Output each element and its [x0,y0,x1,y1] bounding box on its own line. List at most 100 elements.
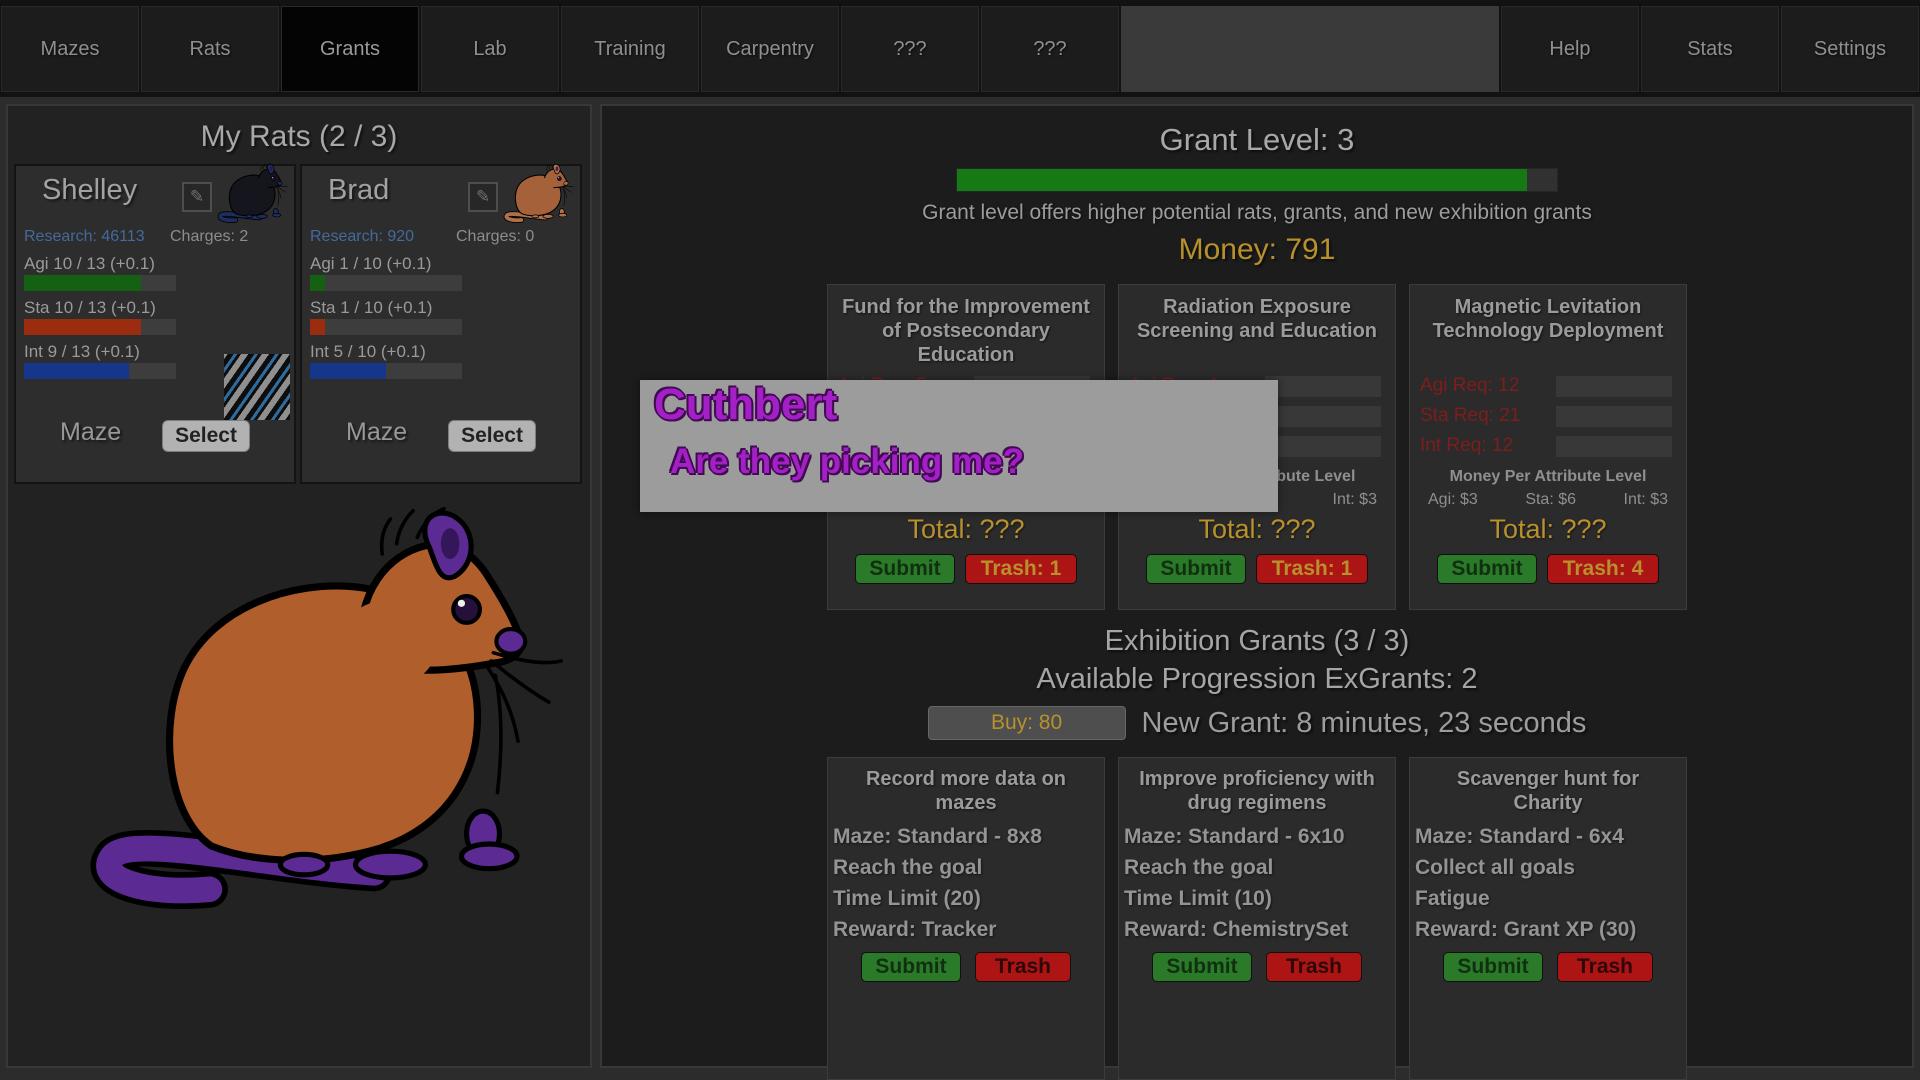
stamina-requirement-label: Sta Req: 21 [1420,405,1521,426]
trash-button[interactable]: Trash [1266,952,1362,982]
rat-illustration [30,484,574,916]
buy-grant-button[interactable]: Buy: 80 [927,706,1126,740]
stamina-requirement-row [1119,401,1395,431]
money-label: Money: 791 [1178,233,1336,266]
submit-button[interactable]: Submit [1437,554,1537,584]
sta-money: Sta: $6 [1525,491,1577,508]
stamina-requirement-bar [1556,405,1672,427]
submit-button[interactable]: Submit [855,554,955,584]
trash-button[interactable]: Trash: 1 [965,554,1077,584]
grant-card-maglev: Magnetic Levitation Technology Deploymen… [1409,284,1687,610]
trash-button[interactable]: Trash: 4 [1547,554,1659,584]
intelligence-requirement-row: Int Req: 12 [1410,431,1686,461]
agility-requirement-bar [1265,375,1381,397]
agility-label: Agi 10 / 13 (+0.1) [24,254,155,273]
intelligence-requirement-label: Int Req: 12 [1420,435,1513,456]
trash-button[interactable]: Trash: 1 [1256,554,1368,584]
goal-spec: Reach the goal [833,855,983,879]
tab-help[interactable]: Help [1501,6,1639,92]
grant-level-progress-fill [957,169,1527,191]
maze-spec: Maze: Standard - 6x4 [1415,824,1624,848]
charges-label: Charges: 0 [456,228,535,245]
int-money: Int: $3 [1623,491,1668,508]
agility-bar-fill [310,275,326,291]
stamina-bar [24,319,176,335]
intelligence-requirement-bar [1265,435,1381,457]
edit-icon[interactable]: ✎ [182,182,212,212]
select-maze-button[interactable]: Select [162,420,250,452]
intelligence-bar-fill [310,363,386,379]
grants-panel: Grant Level: 3 Grant level offers higher… [600,104,1914,1080]
tab-rats[interactable]: Rats [141,6,279,92]
exhibition-title: Record more data on mazes [865,768,1067,814]
submit-button[interactable]: Submit [861,952,961,982]
tab-unknown-1[interactable]: ??? [841,6,979,92]
research-link[interactable]: Research: 46113 [24,228,145,245]
select-maze-button[interactable]: Select [448,420,536,452]
tab-settings[interactable]: Settings [1781,6,1919,92]
agi-money: Agi: $3 [1428,491,1478,508]
modifier-spec: Time Limit (20) [833,886,981,910]
intelligence-bar [24,363,176,379]
submit-button[interactable]: Submit [1443,952,1543,982]
agility-bar-fill [24,275,142,291]
reward-spec: Reward: ChemistrySet [1124,917,1349,941]
rat-card-brad: Brad ✎ Research: 920 Charges: 0 Agi 1 / … [300,164,582,484]
scratch-item-icon[interactable] [224,354,290,420]
submit-button[interactable]: Submit [1152,952,1252,982]
trash-button[interactable]: Trash [1557,952,1653,982]
top-nav: Mazes Rats Grants Lab Training Carpentry… [0,0,1920,97]
stamina-bar-fill [310,319,326,335]
exhibition-buttons: Submit Trash [1410,952,1686,982]
exhibition-title: Improve proficiency with drug regimens [1139,768,1375,814]
tab-carpentry[interactable]: Carpentry [701,6,839,92]
speech-message: Are they picking me? [670,442,1024,481]
grant-title: Radiation Exposure Screening and Educati… [1136,296,1378,342]
tab-mazes[interactable]: Mazes [1,6,139,92]
modifier-spec: Fatigue [1415,886,1490,910]
stamina-bar-fill [24,319,142,335]
agility-bar [310,275,462,291]
grant-title: Fund for the Improvement of Postsecondar… [842,296,1090,366]
rat-speech-popup: Cuthbert Are they picking me? [640,380,1278,512]
intelligence-requirement-bar [1556,435,1672,457]
modifier-spec: Time Limit (10) [1124,886,1272,910]
goal-spec: Collect all goals [1415,855,1575,879]
stamina-bar [310,319,462,335]
stamina-label: Sta 10 / 13 (+0.1) [24,298,156,317]
exhibition-card-record-data: Record more data on mazes Maze: Standard… [827,757,1105,1080]
tab-lab[interactable]: Lab [421,6,559,92]
money-per-attribute-values: Agi: $3 Sta: $6 Int: $3 [1410,491,1686,510]
stat-list: Agi 1 / 10 (+0.1) Sta 1 / 10 (+0.1) Int … [310,254,462,386]
money-per-attribute-header: Money Per Attribute Level [1449,468,1647,485]
exhibition-buttons: Submit Trash [828,952,1104,982]
maze-label: Maze [346,418,408,446]
stamina-label: Sta 1 / 10 (+0.1) [310,298,433,317]
grant-total: Total: ??? [1198,514,1316,544]
exhibition-grants-title: Exhibition Grants (3 / 3) [1104,625,1410,657]
buy-row: Buy: 80 New Grant: 8 minutes, 23 seconds [602,706,1912,740]
grant-total: Total: ??? [907,514,1025,544]
exhibition-card-row: Record more data on mazes Maze: Standard… [602,757,1912,1080]
my-rats-panel: My Rats (2 / 3) Shelley ✎ Research: 4611… [6,104,592,1068]
exhibition-card-drug-regimens: Improve proficiency with drug regimens M… [1118,757,1396,1080]
submit-button[interactable]: Submit [1146,554,1246,584]
research-link[interactable]: Research: 920 [310,228,415,245]
intelligence-label: Int 5 / 10 (+0.1) [310,342,426,361]
tab-stats[interactable]: Stats [1641,6,1779,92]
tab-unknown-2[interactable]: ??? [981,6,1119,92]
grant-buttons: Submit Trash: 1 [1119,554,1395,584]
stat-list: Agi 10 / 13 (+0.1) Sta 10 / 13 (+0.1) In… [24,254,176,386]
agility-requirement-bar [1556,375,1672,397]
tab-training[interactable]: Training [561,6,699,92]
edit-icon[interactable]: ✎ [468,182,498,212]
goal-spec: Reach the goal [1124,855,1274,879]
grant-buttons: Submit Trash: 1 [828,554,1104,584]
my-rats-title: My Rats (2 / 3) [200,120,398,153]
intelligence-bar [310,363,462,379]
trash-button[interactable]: Trash [975,952,1071,982]
grant-title: Magnetic Levitation Technology Deploymen… [1432,296,1664,342]
grant-total: Total: ??? [1489,514,1607,544]
tab-grants[interactable]: Grants [281,6,419,92]
maze-spec: Maze: Standard - 8x8 [833,824,1042,848]
